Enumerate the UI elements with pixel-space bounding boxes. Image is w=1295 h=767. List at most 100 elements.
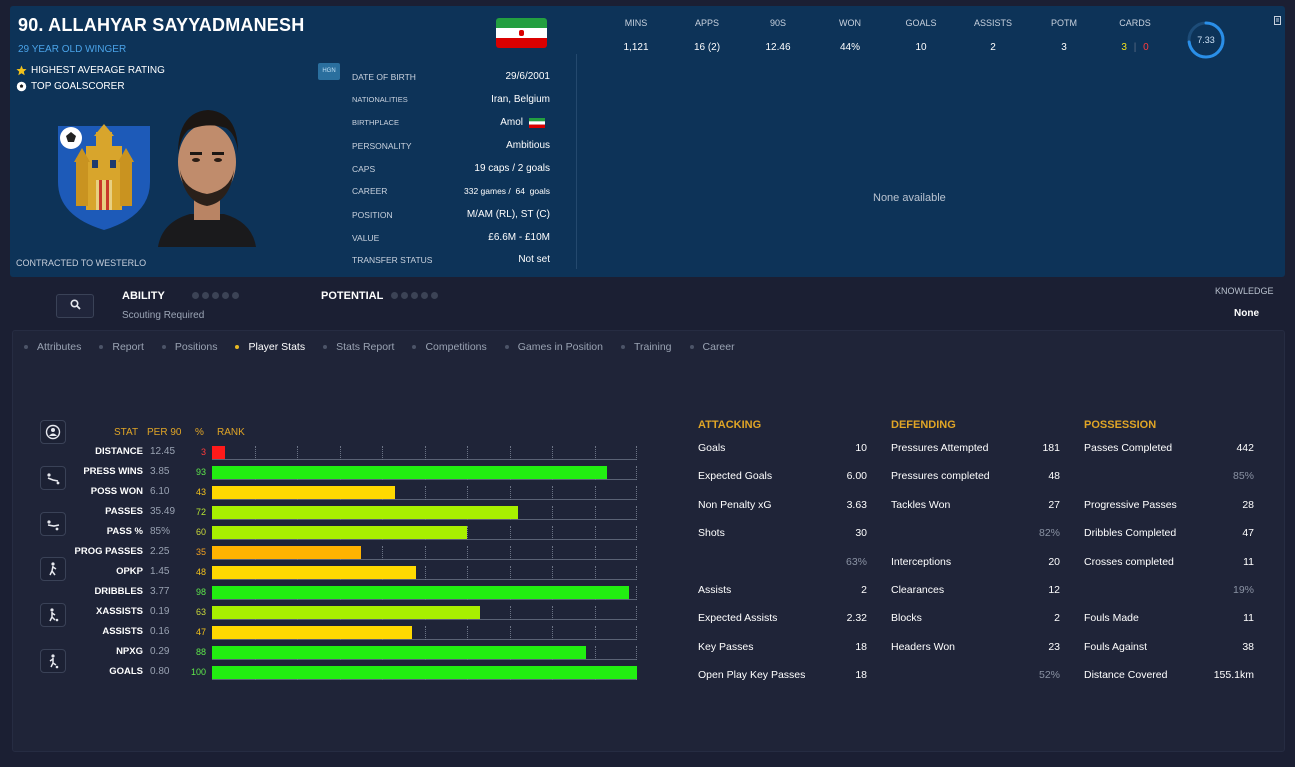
rank-bar	[212, 586, 637, 600]
season-goals: 10	[915, 42, 927, 53]
season-mins-label: MINS	[624, 18, 648, 28]
season-90s-label: 90S	[769, 18, 786, 28]
tab-stats-report[interactable]: Stats Report	[323, 341, 394, 353]
tab-positions[interactable]: Positions	[161, 341, 217, 353]
red-cards: 0	[1143, 42, 1149, 53]
attacking-stat-value: 10	[855, 442, 867, 454]
tab-competitions[interactable]: Competitions	[412, 341, 487, 353]
rank-bar-fill	[212, 466, 607, 479]
possession-stat-value: 442	[1236, 442, 1254, 454]
slide-role-icon[interactable]	[40, 512, 66, 536]
attacking-stat-label: Key Passes	[698, 641, 754, 653]
info-nationalities: NATIONALITIES Iran, Belgium	[352, 94, 550, 105]
rank-bar	[212, 446, 637, 460]
defending-stat-label: Pressures completed	[891, 470, 990, 482]
tab-training[interactable]: Training	[620, 341, 672, 353]
tab-player-stats[interactable]: Player Stats	[235, 341, 305, 353]
nation-flag	[496, 18, 547, 48]
goalkeeper-role-icon[interactable]	[40, 420, 66, 444]
average-rating: 7.33	[1186, 20, 1226, 60]
profile-tabs: Attributes Report Positions Player Stats…	[24, 341, 753, 353]
defending-stat-label: Clearances	[891, 584, 945, 596]
pass-role-icon[interactable]	[40, 557, 66, 581]
attacking-stat-value: 6.00	[846, 470, 867, 482]
attacking-stat-label: Assists	[698, 584, 732, 596]
defending-stat-value: 82%	[1038, 527, 1060, 539]
season-won-label: WON	[839, 18, 861, 28]
stat-percentile: 98	[195, 587, 206, 597]
season-assists-label: ASSISTS	[973, 18, 1012, 28]
stat-per90: 0.19	[150, 606, 170, 617]
rank-bar-fill	[212, 666, 637, 679]
season-apps-label: APPS	[694, 18, 719, 28]
knowledge-value: None	[1234, 308, 1259, 319]
attacking-stat-value: 2.32	[846, 612, 867, 624]
possession-stat-label: Dribbles Completed	[1084, 527, 1177, 539]
stat-per90: 0.16	[150, 626, 170, 637]
contract-status: CONTRACTED TO WESTERLO	[16, 258, 147, 268]
possession-stat-value: 11	[1243, 556, 1254, 568]
info-caps: CAPS 19 caps / 2 goals	[352, 163, 550, 174]
stat-per90: 3.77	[150, 586, 170, 597]
tackle-role-icon[interactable]	[40, 466, 66, 490]
stat-per90: 35.49	[150, 506, 176, 517]
award-label: TOP GOALSCORER	[31, 81, 125, 92]
clipboard-icon[interactable]	[1274, 12, 1281, 25]
info-career: CAREER 332 games / 64 goals	[352, 186, 550, 196]
rank-bar	[212, 626, 637, 640]
defending-stat-value: 23	[1048, 641, 1060, 653]
tab-attributes[interactable]: Attributes	[24, 341, 81, 353]
stat-per90: 3.85	[150, 466, 170, 477]
defending-stat-value: 181	[1042, 442, 1060, 454]
scout-search-button[interactable]	[56, 294, 94, 318]
attacking-stat-label: Expected Goals	[698, 470, 773, 482]
potential-stars	[391, 292, 438, 299]
search-icon	[69, 297, 81, 315]
tab-report[interactable]: Report	[99, 341, 144, 353]
attacking-stat-label: Non Penalty xG	[698, 499, 772, 511]
defending-stat-label: Tackles Won	[891, 499, 951, 511]
club-badge	[56, 124, 152, 232]
season-apps: 16 (2)	[693, 42, 721, 53]
possession-stat-label: Progressive Passes	[1084, 499, 1177, 511]
shoot-role-icon[interactable]	[40, 649, 66, 673]
season-cards-label: CARDS	[1119, 18, 1151, 28]
rank-bar-fill	[212, 506, 518, 519]
stat-per90: 2.25	[150, 546, 170, 557]
stat-percentile: 3	[200, 447, 206, 457]
award-label: HIGHEST AVERAGE RATING	[31, 65, 165, 76]
tab-career[interactable]: Career	[689, 341, 735, 353]
defending-stat-value: 12	[1048, 584, 1060, 596]
rank-bar	[212, 666, 637, 680]
stat-label: NPXG	[116, 646, 143, 657]
defending-stat-label: Blocks	[891, 612, 922, 624]
yellow-cards: 3	[1121, 42, 1127, 53]
stat-label: OPKP	[116, 566, 143, 577]
rank-bar-fill	[212, 546, 361, 559]
stat-per90: 0.80	[150, 666, 170, 677]
stat-per90: 6.10	[150, 486, 170, 497]
possession-stat-label: Fouls Made	[1084, 612, 1139, 624]
dribble-role-icon[interactable]	[40, 603, 66, 627]
none-available: None available	[873, 192, 946, 204]
defending-stat-value: 2	[1054, 612, 1060, 624]
stat-percentile: 93	[195, 467, 206, 477]
possession-stat-value: 11	[1243, 612, 1254, 624]
info-birthplace: BIRTHPLACE Amol	[352, 117, 550, 128]
attacking-stat-label: Expected Assists	[698, 612, 778, 624]
season-goals-label: GOALS	[905, 18, 937, 28]
potential-label: POTENTIAL	[321, 290, 384, 302]
stat-label: DISTANCE	[95, 446, 143, 457]
tab-games-in-position[interactable]: Games in Position	[504, 341, 603, 353]
rank-bar-fill	[212, 526, 467, 539]
col-rank: RANK	[217, 427, 245, 438]
ability-label: ABILITY	[122, 290, 165, 302]
defending-stat-value: 52%	[1038, 669, 1060, 681]
stat-percentile: 72	[195, 507, 206, 517]
stat-per90: 0.29	[150, 646, 170, 657]
rank-bar-fill	[212, 626, 412, 639]
stats-panel	[12, 330, 1285, 752]
rank-bar	[212, 506, 637, 520]
attacking-stat-label: Shots	[698, 527, 725, 539]
rank-bar-fill	[212, 486, 395, 499]
